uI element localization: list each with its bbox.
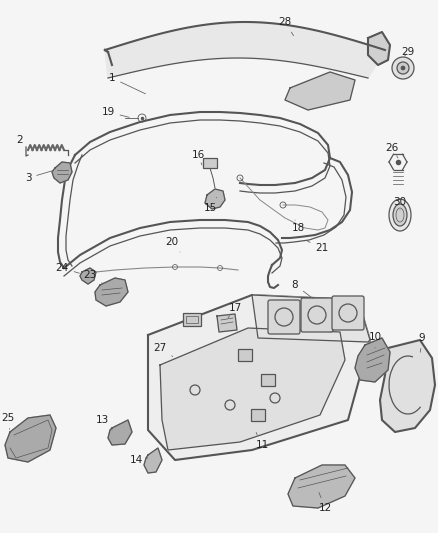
Text: 1: 1 [109,73,145,94]
Polygon shape [285,72,355,110]
Text: 9: 9 [419,333,425,352]
Text: 16: 16 [191,150,205,165]
Bar [261,374,275,386]
Polygon shape [144,448,162,473]
FancyBboxPatch shape [332,296,364,330]
Ellipse shape [393,204,407,226]
Text: 19: 19 [101,107,129,117]
Polygon shape [95,278,128,306]
Text: 11: 11 [255,432,268,450]
Polygon shape [380,340,435,432]
Polygon shape [368,32,390,65]
Text: 2: 2 [17,135,28,150]
Text: 23: 23 [83,270,102,284]
Text: 27: 27 [153,343,173,357]
Polygon shape [252,295,370,342]
Text: 8: 8 [292,280,313,298]
FancyBboxPatch shape [268,300,300,334]
Text: 21: 21 [307,241,328,253]
Polygon shape [217,314,237,332]
Text: 18: 18 [291,220,304,233]
Circle shape [392,57,414,79]
Text: 30: 30 [393,197,406,210]
Polygon shape [355,338,390,382]
Polygon shape [288,465,355,508]
Circle shape [401,66,405,70]
Text: 12: 12 [318,492,332,513]
Text: 26: 26 [385,143,399,158]
Bar [251,409,265,421]
FancyBboxPatch shape [301,298,333,332]
Polygon shape [105,22,385,78]
Text: 28: 28 [279,17,293,36]
Polygon shape [148,295,370,460]
Ellipse shape [389,199,411,231]
Polygon shape [80,268,96,284]
Text: 29: 29 [401,47,415,57]
Polygon shape [5,415,56,462]
Text: 24: 24 [55,263,79,273]
Text: 17: 17 [228,303,242,318]
Circle shape [397,62,409,74]
Text: 25: 25 [1,413,14,429]
Polygon shape [52,162,72,183]
Polygon shape [160,328,345,450]
Bar [238,349,252,361]
Text: 3: 3 [25,171,52,183]
Bar [186,316,198,323]
Text: 20: 20 [166,237,180,252]
Polygon shape [205,189,225,209]
Text: 14: 14 [129,455,148,465]
Text: 10: 10 [368,332,381,348]
Text: 13: 13 [95,415,112,430]
Text: 15: 15 [203,197,217,213]
Bar [203,158,217,168]
Polygon shape [108,420,132,445]
Bar [183,313,201,326]
